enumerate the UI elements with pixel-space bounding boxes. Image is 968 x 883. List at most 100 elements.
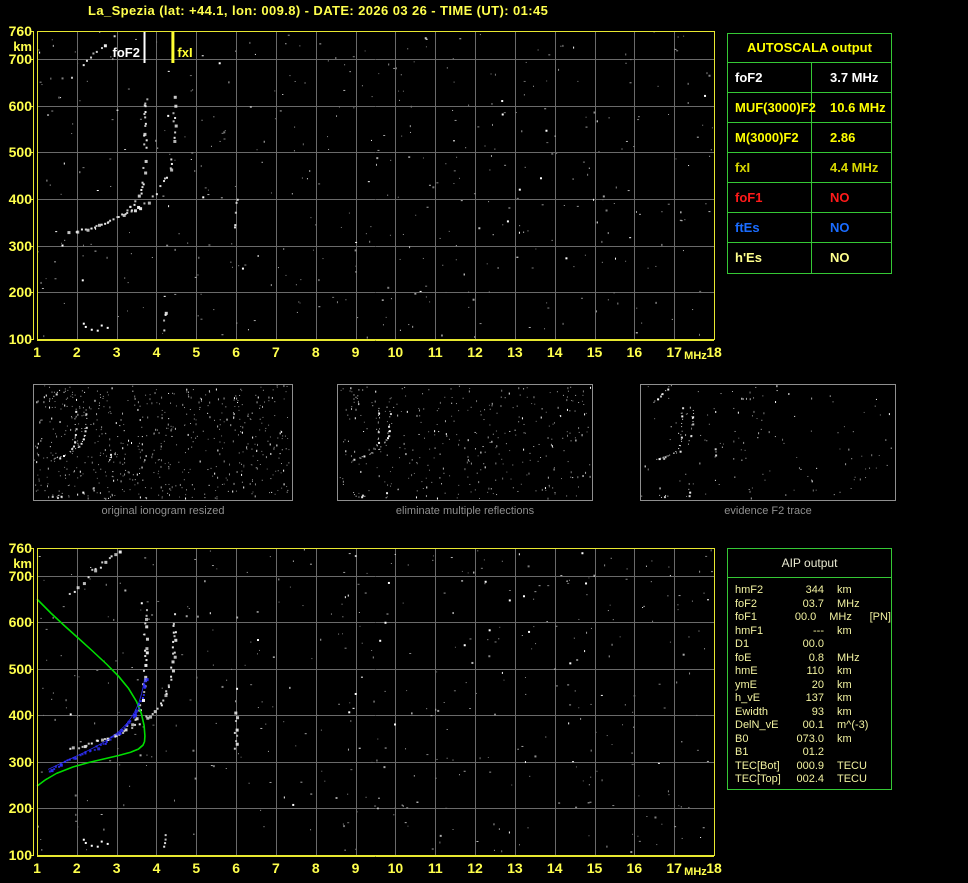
aip-row-tec-top-: TEC[Top] 002.4 TECU <box>735 773 891 787</box>
aip-row-unit: km <box>837 692 852 704</box>
aip-row-value: 01.2 <box>802 746 824 758</box>
thumbnail-original-ionogram <box>33 384 293 501</box>
aip-row-label: TEC[Top] <box>735 773 781 785</box>
aip-row-value: 000.9 <box>796 759 824 772</box>
thumbnail-caption-eliminate: eliminate multiple reflections <box>395 505 535 517</box>
aip-row-value: 00.0 <box>802 638 824 650</box>
aip-row-unit: km <box>837 665 852 677</box>
y-axis-tick-label: 200 <box>8 800 32 817</box>
y-axis-tick-label: 600 <box>8 97 32 114</box>
x-axis-tick-label: 11 <box>427 860 443 876</box>
y-axis-tick-label: 400 <box>8 707 32 724</box>
aip-row-unit: TECU <box>837 773 867 785</box>
aip-row-hmf2: hmF2 344 km <box>735 584 891 598</box>
aip-row-value: 93 <box>811 705 824 718</box>
aip-row-extra: [PN] <box>869 611 891 623</box>
x-axis-tick-label: 16 <box>626 860 643 876</box>
aip-row-label: DelN_vE <box>735 719 779 731</box>
autoscala-row-value: 3.7 MHz <box>830 70 879 85</box>
aip-row-unit: TECU <box>837 759 867 772</box>
y-axis-tick-label: 700 <box>8 567 32 584</box>
x-axis-tick-label: 9 <box>351 860 360 876</box>
x-axis-tick-label: 14 <box>546 344 563 360</box>
aip-row-foe: foE 0.8 MHz <box>735 652 891 666</box>
y-axis-tick-label: 100 <box>8 331 32 347</box>
aip-row-ewidth: Ewidth 93 km <box>735 706 891 720</box>
autoscala-row-value: 10.6 MHz <box>830 100 886 115</box>
x-axis-tick-label: 16 <box>626 344 643 360</box>
y-axis-tick-label: 300 <box>8 753 32 770</box>
autoscala-row-label: h'Es <box>728 243 812 273</box>
x-axis-tick-label: 6 <box>232 344 240 360</box>
autoscala-row-fof1: foF1 NO <box>728 183 891 213</box>
thumbnail-original-canvas <box>34 385 292 500</box>
autoscala-row-label: M(3000)F2 <box>728 123 812 152</box>
x-axis-unit-label: MHz <box>684 866 707 878</box>
aip-row-unit: km <box>837 678 852 691</box>
x-axis-tick-label: 14 <box>546 860 563 876</box>
x-axis-tick-label: 12 <box>467 860 483 876</box>
y-axis-tick-label: 500 <box>8 660 32 677</box>
fof2-marker-label: foF2 <box>112 45 140 60</box>
aip-row-label: hmF1 <box>735 624 764 637</box>
x-axis-tick-label: 9 <box>351 344 360 360</box>
aip-row-label: ymE <box>735 678 757 691</box>
autoscala-row-m-3000-f2: M(3000)F2 2.86 <box>728 123 891 153</box>
aip-row-value: 073.0 <box>796 732 824 745</box>
aip-row-unit: m^(-3) <box>837 719 869 731</box>
aip-table-header: AIP output <box>728 549 891 578</box>
thumbnail-eliminate-reflections <box>337 384 593 501</box>
x-axis-tick-label: 13 <box>507 860 523 876</box>
aip-row-value: 137 <box>805 692 824 704</box>
aip-row-label: B1 <box>735 746 749 758</box>
aip-row-tec-bot-: TEC[Bot] 000.9 TECU <box>735 760 891 774</box>
x-axis-tick-label: 13 <box>507 344 523 360</box>
thumbnail-caption-evidence: evidence F2 trace <box>724 505 812 517</box>
autoscala-row-ftes: ftEs NO <box>728 213 891 243</box>
x-axis-tick-label: 15 <box>586 860 603 876</box>
autoscala-row-value: NO <box>830 190 850 205</box>
aip-row-unit <box>837 746 879 760</box>
y-axis-tick-label: 600 <box>8 614 32 631</box>
station-title: La_Spezia (lat: +44.1, lon: 009.8) - DAT… <box>88 3 549 18</box>
y-axis-unit-label: km <box>13 556 32 571</box>
aip-row-unit: km <box>837 732 852 745</box>
thumbnail-caption-original: original ionogram resized <box>101 505 225 517</box>
y-axis-tick-label: 300 <box>8 237 32 254</box>
thumbnail-evidence-f2 <box>640 384 896 501</box>
x-axis-tick-label: 3 <box>112 344 121 360</box>
x-axis-tick-label: 4 <box>152 344 161 360</box>
autoscala-row-value: 4.4 MHz <box>830 160 879 175</box>
x-axis-tick-label: 11 <box>427 344 443 360</box>
autoscala-row-fxi: fxI 4.4 MHz <box>728 153 891 183</box>
autoscala-row-label: fxI <box>728 153 812 182</box>
x-axis-tick-label: 2 <box>72 344 81 360</box>
x-axis-tick-label: 8 <box>311 344 320 360</box>
aip-row-hmf1: hmF1 --- km <box>735 625 891 639</box>
aip-row-value: 20 <box>811 678 824 691</box>
aip-row-d1: D1 00.0 <box>735 638 891 652</box>
y-axis-tick-label: 200 <box>8 284 32 301</box>
aip-row-deln-ve: DelN_vE 00.1 m^(-3) <box>735 719 891 733</box>
aip-row-h-ve: h_vE 137 km <box>735 692 891 706</box>
thumbnail-eliminate-canvas <box>338 385 592 500</box>
aip-row-label: hmF2 <box>735 584 764 596</box>
x-axis-tick-label: 5 <box>192 344 201 360</box>
aip-row-label: foF2 <box>735 597 758 610</box>
autoscala-row-label: ftEs <box>728 213 812 242</box>
aip-row-value: 002.4 <box>796 773 824 785</box>
aip-row-hme: hmE 110 km <box>735 665 891 679</box>
autoscala-row-muf-3000-f2: MUF(3000)F2 10.6 MHz <box>728 93 891 123</box>
aip-row-label: foF1 <box>735 611 758 623</box>
x-axis-tick-label: 12 <box>467 344 483 360</box>
aip-row-yme: ymE 20 km <box>735 679 891 693</box>
autoscala-row-label: foF2 <box>728 63 812 92</box>
x-axis-tick-label: 7 <box>272 860 280 876</box>
aip-row-value: 00.1 <box>802 719 824 731</box>
aip-row-label: hmE <box>735 665 758 677</box>
thumbnail-evidence-canvas <box>641 385 895 500</box>
y-axis-unit-label: km <box>13 39 32 54</box>
autoscala-row-h-es: h'Es NO <box>728 243 891 273</box>
aip-row-unit: MHz <box>837 597 860 610</box>
aip-row-b0: B0 073.0 km <box>735 733 891 747</box>
